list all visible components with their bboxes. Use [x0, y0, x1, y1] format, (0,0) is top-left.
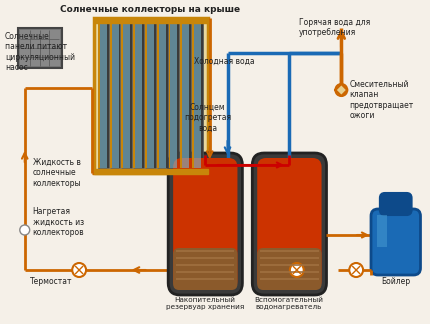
FancyBboxPatch shape — [94, 18, 208, 173]
FancyBboxPatch shape — [169, 23, 171, 168]
FancyBboxPatch shape — [112, 23, 119, 168]
FancyBboxPatch shape — [257, 248, 322, 290]
FancyBboxPatch shape — [133, 23, 135, 168]
FancyBboxPatch shape — [182, 23, 189, 168]
FancyBboxPatch shape — [94, 18, 208, 23]
FancyBboxPatch shape — [94, 169, 208, 174]
FancyBboxPatch shape — [192, 23, 194, 168]
FancyBboxPatch shape — [371, 209, 421, 275]
FancyBboxPatch shape — [100, 23, 107, 168]
FancyBboxPatch shape — [180, 23, 191, 168]
FancyBboxPatch shape — [377, 215, 387, 247]
Circle shape — [20, 225, 30, 235]
FancyBboxPatch shape — [192, 23, 203, 168]
Text: Солнцем
подогретая
вода: Солнцем подогретая вода — [184, 103, 231, 133]
Text: Солнечные
панели питают
циркуляционный
насос: Солнечные панели питают циркуляционный н… — [5, 32, 75, 72]
FancyBboxPatch shape — [110, 23, 120, 168]
FancyBboxPatch shape — [173, 158, 237, 290]
Text: Вспомогательный
водонагреватель: Вспомогательный водонагреватель — [255, 297, 323, 310]
FancyBboxPatch shape — [194, 23, 201, 168]
FancyBboxPatch shape — [157, 23, 159, 168]
FancyBboxPatch shape — [257, 158, 322, 290]
FancyBboxPatch shape — [157, 23, 168, 168]
FancyBboxPatch shape — [133, 23, 144, 168]
Text: Горячая вода для
употребления: Горячая вода для употребления — [299, 18, 370, 37]
FancyBboxPatch shape — [159, 23, 166, 168]
Text: Холодная вода: Холодная вода — [194, 57, 255, 66]
Circle shape — [349, 263, 363, 277]
Text: Солнечные коллекторы на крыше: Солнечные коллекторы на крыше — [60, 5, 240, 14]
FancyBboxPatch shape — [18, 28, 62, 68]
FancyBboxPatch shape — [110, 23, 112, 168]
Text: Бойлер: Бойлер — [381, 277, 410, 286]
FancyBboxPatch shape — [145, 23, 147, 168]
FancyBboxPatch shape — [173, 248, 237, 290]
FancyBboxPatch shape — [171, 23, 177, 168]
Circle shape — [290, 263, 304, 277]
FancyBboxPatch shape — [252, 153, 326, 295]
Circle shape — [335, 84, 347, 96]
Text: Смесительный
клапан
предотвращает
ожоги: Смесительный клапан предотвращает ожоги — [349, 80, 414, 120]
Text: Накопительный
резервуар хранения: Накопительный резервуар хранения — [166, 297, 244, 310]
FancyBboxPatch shape — [98, 23, 100, 168]
FancyBboxPatch shape — [145, 23, 156, 168]
FancyBboxPatch shape — [98, 23, 109, 168]
FancyBboxPatch shape — [121, 23, 123, 168]
FancyBboxPatch shape — [121, 23, 132, 168]
FancyBboxPatch shape — [123, 23, 130, 168]
FancyBboxPatch shape — [168, 153, 243, 295]
FancyBboxPatch shape — [169, 23, 179, 168]
Text: Нагретая
жидкость из
коллекторов: Нагретая жидкость из коллекторов — [33, 207, 84, 237]
Text: Жидкость в
солнечные
коллекторы: Жидкость в солнечные коллекторы — [33, 158, 81, 188]
FancyBboxPatch shape — [380, 193, 412, 215]
FancyBboxPatch shape — [180, 23, 182, 168]
FancyBboxPatch shape — [20, 30, 60, 66]
FancyBboxPatch shape — [147, 23, 154, 168]
Circle shape — [72, 263, 86, 277]
FancyBboxPatch shape — [135, 23, 142, 168]
Text: Термостат: Термостат — [30, 277, 72, 286]
